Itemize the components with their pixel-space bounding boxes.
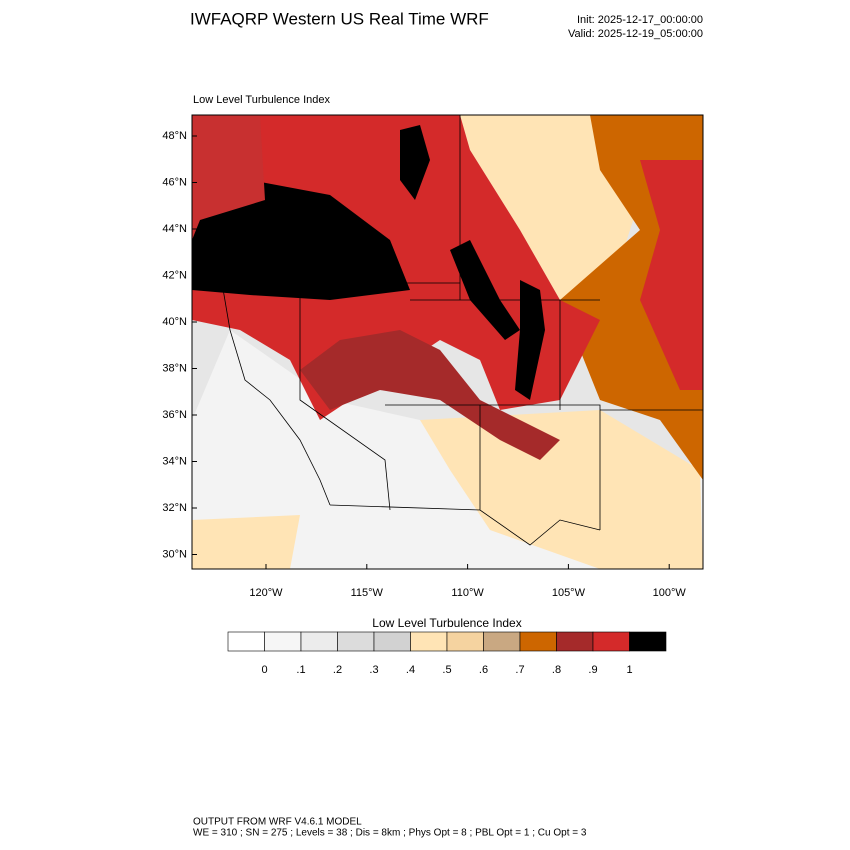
colorbar-label: .6 xyxy=(479,664,488,676)
colorbar-label: .3 xyxy=(369,664,378,676)
field-black xyxy=(515,280,545,400)
map-field xyxy=(192,115,703,569)
colorbar-label: .1 xyxy=(296,664,305,676)
colorbar: 0 .1 .2 .3 .4 .5 .6 .7 .8 .9 1 xyxy=(227,631,667,676)
colorbar-box xyxy=(446,631,484,652)
colorbar-box xyxy=(483,631,521,652)
map-frame xyxy=(191,114,704,570)
colorbar-box xyxy=(373,631,411,652)
colorbar-label: .4 xyxy=(406,664,415,676)
colorbar-box xyxy=(410,631,448,652)
colorbar-box xyxy=(300,631,338,652)
field-tan xyxy=(460,115,640,300)
lat-label: 42°N xyxy=(162,269,187,281)
field-darkred xyxy=(300,330,560,460)
map-subtitle: Low Level Turbulence Index xyxy=(193,94,330,106)
lon-label: 105°W xyxy=(552,587,586,599)
field-red xyxy=(640,160,703,390)
colorbar-box xyxy=(556,631,594,652)
colorbar-box xyxy=(227,631,265,652)
colorbar-box xyxy=(519,631,557,652)
lon-label: 110°W xyxy=(451,587,484,599)
field-black xyxy=(450,240,520,340)
valid-time: Valid: 2025-12-19_05:00:00 xyxy=(568,28,703,40)
title: IWFAQRP Western US Real Time WRF xyxy=(190,9,489,28)
colorbar-label: 1 xyxy=(626,664,632,676)
colorbar-box xyxy=(337,631,375,652)
lat-label: 48°N xyxy=(162,130,187,142)
init-time: Init: 2025-12-17_00:00:00 xyxy=(577,14,703,26)
state-borders xyxy=(222,115,703,546)
lat-label: 46°N xyxy=(162,176,187,188)
colorbar-label: .7 xyxy=(515,664,524,676)
colorbar-label: 0 xyxy=(261,664,267,676)
colorbar-title: Low Level Turbulence Index xyxy=(372,616,521,630)
colorbar-label: .8 xyxy=(552,664,561,676)
colorbar-box xyxy=(592,631,630,652)
field-tan xyxy=(420,410,703,569)
footer-line: OUTPUT FROM WRF V4.6.1 MODEL xyxy=(193,817,362,828)
field-red xyxy=(192,115,265,240)
lon-label: 120°W xyxy=(249,587,283,599)
colorbar-label: .9 xyxy=(588,664,597,676)
colorbar-label: .5 xyxy=(442,664,451,676)
lon-label: 115°W xyxy=(351,587,384,599)
colorbar-label: .2 xyxy=(333,664,342,676)
lat-label: 34°N xyxy=(162,455,187,467)
field-black xyxy=(192,180,410,300)
footer-line: WE = 310 ; SN = 275 ; Levels = 38 ; Dis … xyxy=(193,828,587,839)
colorbar-box xyxy=(264,631,302,652)
lat-label: 32°N xyxy=(162,502,187,514)
field-black xyxy=(400,125,430,200)
lon-label: 100°W xyxy=(653,587,687,599)
lat-label: 38°N xyxy=(162,362,187,374)
lat-label: 30°N xyxy=(162,548,187,560)
lat-label: 36°N xyxy=(162,409,187,421)
coastline xyxy=(221,282,331,506)
field-tan xyxy=(192,515,300,569)
lat-label: 40°N xyxy=(162,316,187,328)
colorbar-box xyxy=(629,631,667,652)
lat-label: 44°N xyxy=(162,223,187,235)
